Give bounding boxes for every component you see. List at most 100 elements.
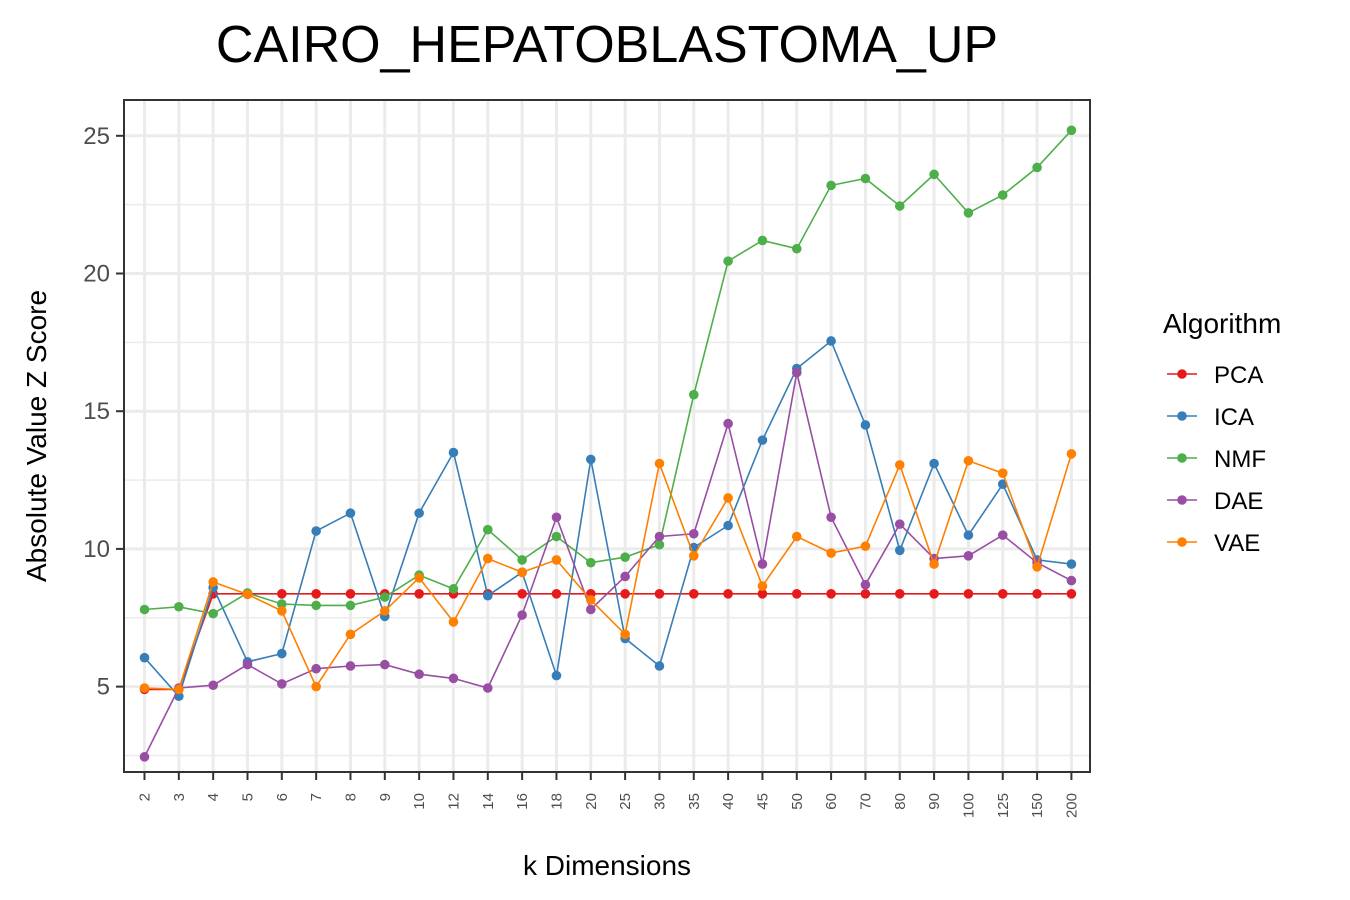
series-layer [139,125,1077,762]
data-point [826,548,836,558]
data-point [997,589,1008,599]
data-point [585,454,596,465]
data-point [894,201,905,211]
x-tick-label: 12 [445,793,462,810]
data-point [929,169,939,180]
data-point [757,559,768,569]
data-point [654,458,665,469]
data-point [1066,589,1077,599]
data-point [277,648,287,659]
x-tick-label: 100 [960,793,977,818]
data-point [345,589,356,599]
data-point [860,579,871,590]
data-point [791,243,802,254]
series-line [144,129,1072,615]
data-point [585,595,596,605]
data-point [757,235,768,246]
series-nmf [139,125,1077,619]
data-point [860,173,871,184]
data-point [1066,559,1077,569]
data-point [551,589,562,599]
data-point [311,663,321,674]
x-tick-label: 80 [892,793,909,810]
series-ica [139,336,1077,702]
legend-item-dae: DAE [1167,488,1263,515]
data-point [654,531,665,542]
data-point [277,606,287,616]
data-point [620,629,630,640]
data-point [551,555,562,565]
x-tick-label: 70 [857,793,874,810]
x-axis-label: k Dimensions [523,850,691,881]
series-line [143,372,1072,758]
data-point [997,468,1008,478]
data-point [963,455,974,466]
legend-key-point [1177,495,1187,505]
data-point [620,552,630,562]
data-point [448,584,459,594]
data-point [997,190,1008,200]
data-point [517,589,527,599]
data-point [963,208,974,218]
legend-label: NMF [1214,446,1266,473]
data-point [894,545,905,556]
data-point [723,520,733,531]
data-point [826,336,836,346]
data-point [414,589,424,599]
data-point [380,592,390,602]
data-point [414,573,424,583]
data-point [826,589,836,599]
data-point [448,673,459,684]
x-tick-label: 5 [239,793,256,801]
data-point [345,600,356,611]
legend-label: DAE [1214,488,1263,515]
x-tick-label: 8 [342,793,359,801]
legend-title: Algorithm [1163,308,1281,339]
data-point [448,617,459,627]
data-point [1032,562,1042,572]
data-point [551,512,562,523]
data-point [654,589,665,599]
legend-item-pca: PCA [1167,362,1263,389]
data-point [620,589,630,599]
x-tick-label: 4 [205,793,222,801]
x-tick-label: 40 [720,793,737,810]
data-point [448,447,459,458]
x-tick-label: 35 [686,793,703,810]
legend-key-point [1177,411,1187,421]
legend-label: VAE [1214,530,1260,557]
data-point [757,581,768,591]
data-point [1066,449,1077,459]
data-point [620,571,630,582]
data-point [517,567,527,578]
x-tick-label: 2 [137,793,154,801]
data-point [174,601,184,612]
data-point [688,528,699,539]
data-point [894,460,905,470]
data-point [551,670,562,681]
legend-item-ica: ICA [1167,404,1254,431]
data-point [139,683,150,693]
series-vae [139,449,1077,695]
x-tick-label: 10 [411,793,428,810]
data-point [929,559,939,569]
data-point [345,629,356,640]
data-point [963,589,974,599]
data-point [1032,162,1042,173]
data-point [414,669,424,680]
data-point [139,752,150,762]
data-point [997,530,1008,540]
data-point [483,524,493,535]
data-point [757,435,768,445]
x-tick-label: 3 [171,793,188,801]
data-point [311,681,321,692]
data-point [723,256,733,266]
data-point [345,661,356,671]
data-point [929,458,939,469]
x-tick-label: 90 [926,793,943,810]
data-point [517,610,527,620]
y-tick-label: 15 [83,398,110,425]
data-point [654,539,665,550]
data-point [723,493,733,503]
